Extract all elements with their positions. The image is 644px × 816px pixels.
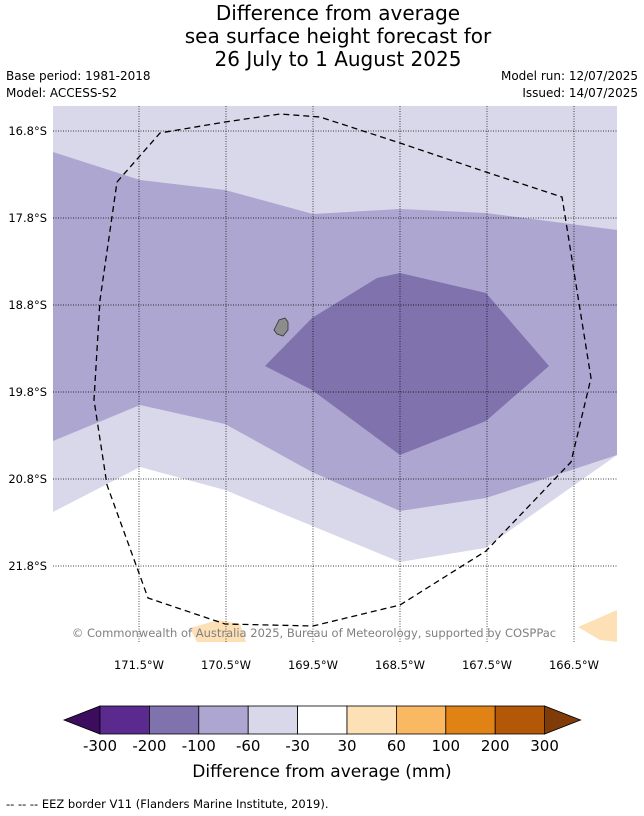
- lon-label-3: 168.5°W: [375, 658, 425, 672]
- colorbar-segment-4: [297, 705, 348, 735]
- colorbar-tick-6: 60: [387, 737, 406, 755]
- colorbar-tick-3: -60: [236, 737, 261, 755]
- lon-label-5: 166.5°W: [549, 658, 599, 672]
- colorbar-segment-7: [445, 705, 496, 735]
- colorbar-tick-7: 100: [431, 737, 460, 755]
- map-panel: © Commonwealth of Australia 2025, Bureau…: [53, 106, 617, 642]
- colorbar-over-arrow: [544, 705, 582, 735]
- colorbar-tick-2: -100: [182, 737, 216, 755]
- lat-label-5: 21.8°S: [8, 559, 47, 573]
- lon-axis-labels: 171.5°W 170.5°W 169.5°W 168.5°W 167.5°W …: [114, 658, 599, 672]
- title-line-3: 26 July to 1 August 2025: [214, 47, 462, 71]
- colorbar-tick-9: 300: [530, 737, 559, 755]
- colorbar-segment-0: [99, 705, 150, 735]
- positive-anomaly-patch-south: [190, 620, 246, 642]
- colorbar-segment-6: [395, 705, 447, 735]
- positive-anomaly-patch-east: [578, 610, 617, 642]
- lon-label-2: 169.5°W: [288, 658, 338, 672]
- lat-label-2: 18.8°S: [8, 298, 47, 312]
- anomaly-band-100-200: [265, 273, 549, 455]
- colorbar: -300 -200 -100 -60 -30 30 60 100 200 300: [62, 705, 582, 755]
- lon-label-4: 167.5°W: [462, 658, 512, 672]
- lat-label-3: 19.8°S: [8, 385, 47, 399]
- colorbar-segment-1: [148, 705, 200, 735]
- issued-date: Issued: 14/07/2025: [522, 86, 638, 100]
- colorbar-segment-2: [198, 705, 249, 735]
- colorbar-segment-8: [494, 705, 546, 735]
- colorbar-under-arrow: [62, 705, 101, 735]
- colorbar-tick-4: -30: [285, 737, 310, 755]
- colorbar-tick-1: -200: [132, 737, 166, 755]
- colorbar-title: Difference from average (mm): [192, 762, 452, 782]
- base-period: Base period: 1981-2018: [6, 69, 151, 83]
- eez-legend-note: -- -- -- EEZ border V11 (Flanders Marine…: [6, 797, 329, 811]
- colorbar-tick-8: 200: [481, 737, 510, 755]
- eez-border: [93, 113, 592, 627]
- colorbar-segment-5: [346, 705, 397, 735]
- gridlines: [53, 106, 617, 642]
- colorbar-segment-3: [247, 705, 298, 735]
- colorbar-tick-0: -300: [83, 737, 117, 755]
- model-run: Model run: 12/07/2025: [500, 69, 638, 83]
- colorbar-tick-5: 30: [337, 737, 356, 755]
- copyright-text: © Commonwealth of Australia 2025, Bureau…: [72, 626, 556, 640]
- lat-label-1: 17.8°S: [8, 211, 47, 225]
- top-light-patch: [53, 106, 617, 155]
- lat-label-4: 20.8°S: [8, 472, 47, 486]
- title-line-1: Difference from average: [215, 1, 461, 25]
- title-line-2: sea surface height forecast for: [184, 24, 492, 48]
- lon-label-1: 170.5°W: [201, 658, 251, 672]
- island-land: [273, 317, 289, 337]
- lon-label-0: 171.5°W: [114, 658, 164, 672]
- lat-label-0: 16.8°S: [8, 124, 47, 138]
- lat-axis-labels: 16.8°S 17.8°S 18.8°S 19.8°S 20.8°S 21.8°…: [8, 124, 47, 573]
- model-name: Model: ACCESS-S2: [6, 86, 118, 100]
